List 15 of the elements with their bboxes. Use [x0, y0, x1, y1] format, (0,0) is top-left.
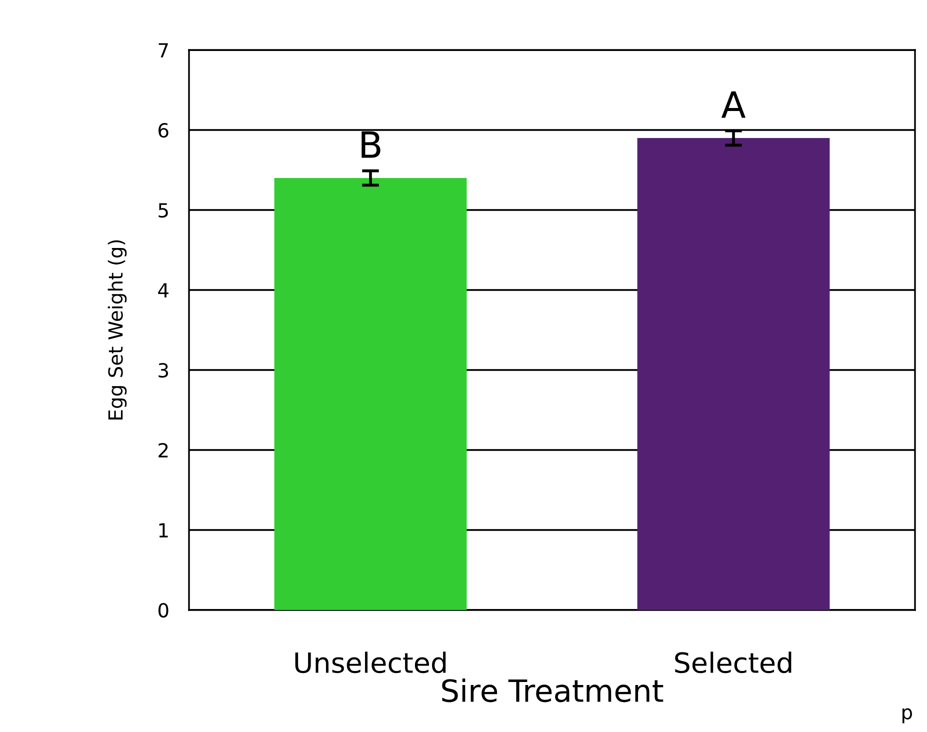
x-tick-label: Unselected [295, 652, 446, 674]
y-tick-label: 5 [158, 203, 168, 218]
x-tick-label: Selected [675, 652, 792, 674]
y-tick-label: 3 [158, 362, 168, 378]
y-axis-title: Egg Set Weight (g) [108, 240, 127, 420]
y-tick-label: 0 [158, 602, 168, 618]
x-axis-title: Sire Treatment [442, 678, 664, 702]
text: p [902, 708, 912, 724]
annotation: A [721, 91, 746, 118]
annotation: B [362, 131, 380, 158]
y-tick-label: 2 [158, 442, 168, 458]
y-tick-label: 4 [158, 283, 168, 298]
y-tick-label: 1 [159, 523, 168, 538]
y-tick-label: 7 [158, 43, 168, 58]
y-tick-label: 6 [158, 122, 168, 138]
